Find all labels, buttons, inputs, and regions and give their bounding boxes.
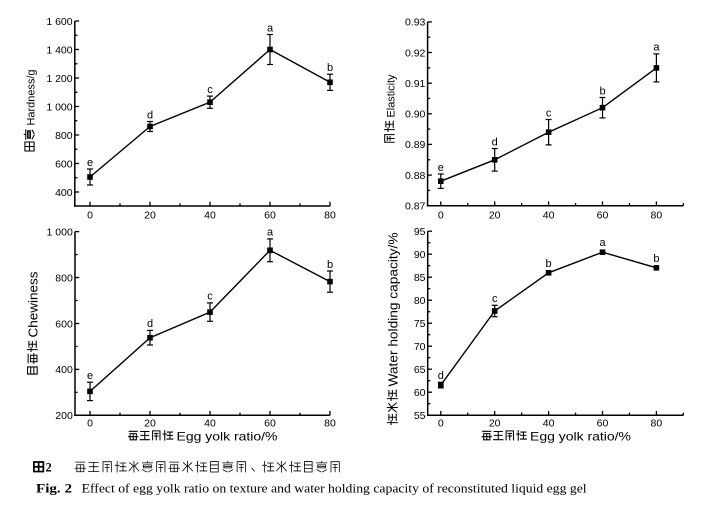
svg-text:Egg yolk ratio/%: Egg yolk ratio/% bbox=[530, 429, 631, 443]
svg-text:800: 800 bbox=[55, 272, 73, 284]
svg-text:20: 20 bbox=[489, 209, 501, 221]
svg-text:0.87: 0.87 bbox=[405, 201, 426, 213]
svg-text:Water holding capacity/%: Water holding capacity/% bbox=[387, 233, 401, 387]
svg-text:80: 80 bbox=[324, 209, 336, 221]
svg-text:0.92: 0.92 bbox=[405, 47, 426, 59]
svg-text:60: 60 bbox=[264, 418, 276, 430]
svg-text:20: 20 bbox=[144, 418, 156, 430]
svg-text:1 400: 1 400 bbox=[46, 44, 72, 56]
svg-text:b: b bbox=[599, 85, 605, 97]
svg-text:0: 0 bbox=[438, 209, 444, 221]
svg-text:75: 75 bbox=[414, 318, 426, 330]
svg-text:b: b bbox=[327, 62, 333, 74]
svg-text:Hardness/g: Hardness/g bbox=[26, 70, 38, 126]
svg-text:200: 200 bbox=[55, 410, 73, 422]
svg-text:1 000: 1 000 bbox=[46, 101, 72, 113]
svg-text:0.88: 0.88 bbox=[405, 170, 426, 182]
svg-text:b: b bbox=[546, 258, 552, 270]
svg-text:1 600: 1 600 bbox=[46, 16, 72, 28]
svg-text:e: e bbox=[87, 370, 93, 382]
svg-text:Chewiness: Chewiness bbox=[27, 272, 41, 338]
svg-text:0.91: 0.91 bbox=[405, 78, 426, 90]
svg-text:90: 90 bbox=[414, 249, 426, 261]
svg-text:40: 40 bbox=[204, 209, 216, 221]
svg-text:400: 400 bbox=[55, 187, 73, 199]
svg-text:1 200: 1 200 bbox=[46, 73, 72, 85]
svg-text:95: 95 bbox=[414, 226, 426, 238]
svg-text:Fig. 2: Fig. 2 bbox=[36, 481, 72, 495]
svg-text:600: 600 bbox=[55, 318, 73, 330]
svg-text:c: c bbox=[546, 107, 552, 119]
svg-text:0.90: 0.90 bbox=[405, 109, 426, 121]
svg-text:d: d bbox=[492, 136, 498, 148]
svg-text:20: 20 bbox=[144, 209, 156, 221]
svg-text:0: 0 bbox=[438, 418, 444, 430]
svg-text:d: d bbox=[147, 318, 153, 330]
svg-text:0: 0 bbox=[87, 418, 93, 430]
svg-text:c: c bbox=[207, 291, 213, 303]
svg-text:c: c bbox=[492, 293, 498, 305]
svg-text:a: a bbox=[599, 237, 606, 249]
svg-text:20: 20 bbox=[489, 418, 501, 430]
svg-text:40: 40 bbox=[543, 418, 555, 430]
svg-text:800: 800 bbox=[55, 130, 73, 142]
svg-text:60: 60 bbox=[264, 209, 276, 221]
svg-text:40: 40 bbox=[543, 209, 555, 221]
svg-text:70: 70 bbox=[414, 341, 426, 353]
svg-text:a: a bbox=[267, 227, 274, 239]
svg-text:400: 400 bbox=[55, 364, 73, 376]
svg-text:b: b bbox=[327, 259, 333, 271]
svg-text:600: 600 bbox=[55, 158, 73, 170]
svg-text:a: a bbox=[267, 22, 274, 34]
svg-text:0.89: 0.89 bbox=[405, 139, 426, 151]
svg-text:40: 40 bbox=[204, 418, 216, 430]
svg-text:e: e bbox=[438, 162, 444, 174]
svg-text:2: 2 bbox=[46, 461, 52, 475]
svg-text:d: d bbox=[438, 370, 444, 382]
svg-text:0: 0 bbox=[87, 209, 93, 221]
svg-text:Effect of egg yolk ratio on te: Effect of egg yolk ratio on texture and … bbox=[82, 481, 588, 495]
svg-text:1 000: 1 000 bbox=[47, 226, 73, 238]
svg-text:80: 80 bbox=[651, 209, 663, 221]
svg-text:80: 80 bbox=[414, 295, 426, 307]
svg-text:d: d bbox=[147, 109, 153, 121]
svg-text:80: 80 bbox=[324, 418, 336, 430]
svg-text:60: 60 bbox=[414, 387, 426, 399]
svg-text:0.93: 0.93 bbox=[405, 17, 426, 29]
svg-text:Elasticity: Elasticity bbox=[386, 74, 398, 117]
svg-text:85: 85 bbox=[414, 272, 426, 284]
svg-text:b: b bbox=[653, 253, 659, 265]
svg-text:a: a bbox=[653, 42, 660, 54]
svg-text:80: 80 bbox=[651, 418, 663, 430]
svg-text:60: 60 bbox=[597, 209, 609, 221]
svg-text:55: 55 bbox=[414, 410, 426, 422]
svg-text:60: 60 bbox=[597, 418, 609, 430]
svg-text:c: c bbox=[207, 84, 213, 96]
svg-text:65: 65 bbox=[414, 364, 426, 376]
svg-text:Egg yolk ratio/%: Egg yolk ratio/% bbox=[177, 429, 278, 443]
svg-text:e: e bbox=[87, 157, 93, 169]
